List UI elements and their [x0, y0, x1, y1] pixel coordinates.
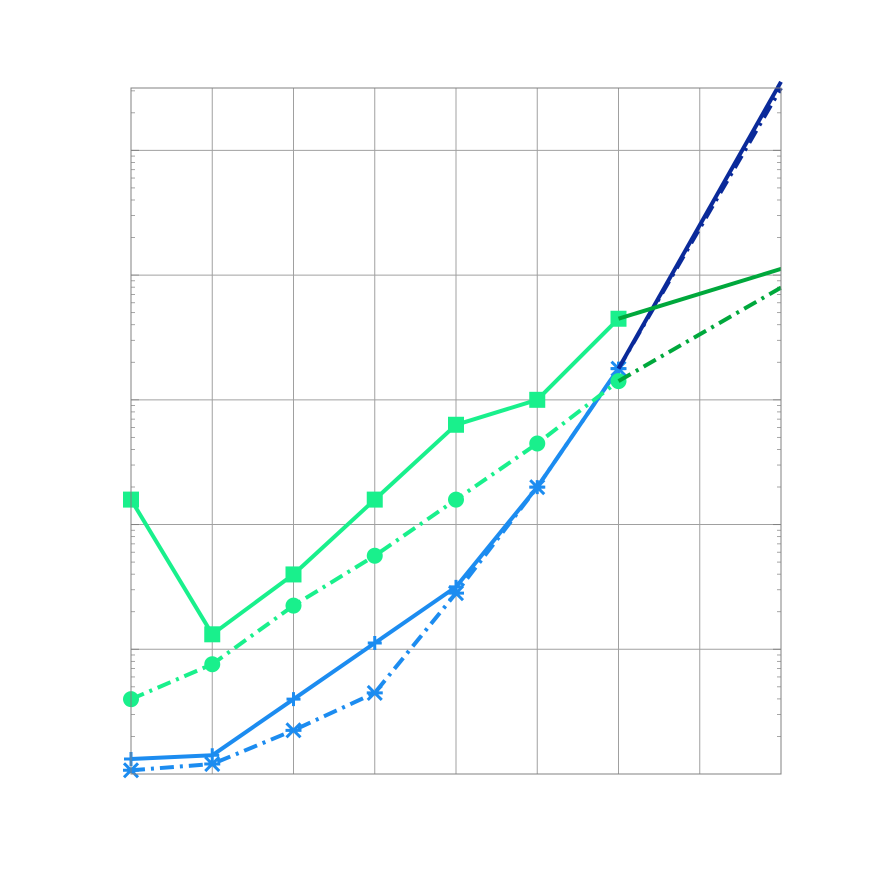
series-4-point-6 — [610, 310, 627, 327]
series-2-line — [616, 80, 783, 370]
series-5-point-1 — [204, 656, 221, 673]
series-5-point-3 — [366, 547, 383, 564]
series-group — [122, 80, 783, 779]
series-7-line — [617, 285, 782, 383]
series-1-point-2 — [285, 722, 302, 739]
series-5-point-4 — [448, 491, 464, 508]
series-5-point-2 — [285, 597, 302, 614]
series-0-point-1 — [205, 748, 220, 763]
series-6-line — [617, 266, 782, 321]
series-5-point-6 — [610, 373, 627, 390]
series-4-point-3 — [366, 491, 383, 508]
series-4-point-5 — [529, 391, 546, 408]
series-0-point-3 — [367, 636, 382, 651]
series-1-point-1 — [204, 755, 221, 773]
series-0-point-2 — [286, 692, 301, 707]
series-5-point-5 — [529, 435, 546, 452]
series-4-point-1 — [204, 626, 221, 643]
axis-ticks — [131, 90, 781, 775]
series-1-point-5 — [529, 479, 546, 496]
series-4-point-2 — [285, 566, 302, 583]
series-1-point-4 — [447, 585, 465, 602]
plot-frame — [130, 87, 782, 775]
series-4-point-4 — [448, 416, 464, 433]
series-3-line — [616, 86, 783, 370]
series-1-point-3 — [366, 684, 383, 701]
